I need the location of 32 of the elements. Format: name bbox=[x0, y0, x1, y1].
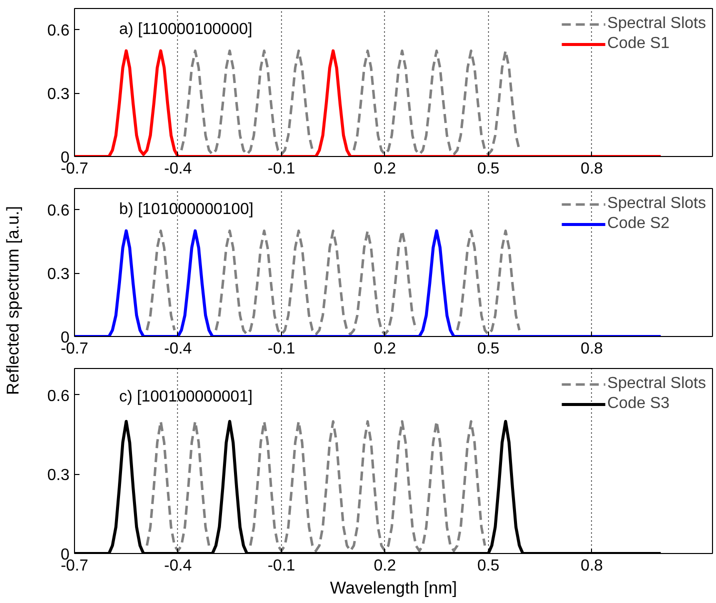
annotation: c) [100100000001] bbox=[119, 388, 253, 406]
x-tick-label: -0.4 bbox=[164, 558, 192, 574]
y-tick-label: 0.3 bbox=[47, 86, 70, 104]
x-tick-label: 0.5 bbox=[477, 558, 500, 574]
legend-label: Spectral Slots bbox=[607, 195, 706, 213]
x-tick-label: 0.2 bbox=[374, 340, 396, 358]
x-tick-label: -0.4 bbox=[164, 340, 192, 358]
y-tick-label: 0.3 bbox=[47, 467, 70, 484]
x-tick-label: 0.8 bbox=[580, 558, 604, 574]
annotation: a) [110000100000] bbox=[119, 21, 252, 38]
x-axis-title: Wavelength [nm] bbox=[330, 578, 457, 598]
x-tick-label: 0.2 bbox=[374, 160, 396, 178]
x-tick-label: 0.8 bbox=[580, 340, 604, 358]
x-tick-label: 0.5 bbox=[477, 340, 500, 358]
legend-label: Code S1 bbox=[607, 35, 670, 53]
x-tick-label: 0.8 bbox=[580, 160, 604, 178]
x-tick-label: 0.5 bbox=[477, 160, 500, 178]
y-tick-label: 0.6 bbox=[47, 388, 70, 405]
x-tick-label: -0.1 bbox=[268, 160, 296, 178]
y-tick-label: 0.6 bbox=[47, 202, 70, 220]
x-tick-label: -0.1 bbox=[268, 558, 296, 574]
annotation: b) [101000000100] bbox=[119, 201, 254, 218]
legend-label: Code S2 bbox=[607, 215, 670, 233]
y-axis-title: Reflected spectrum [a.u.] bbox=[4, 206, 22, 395]
x-tick-label: -0.1 bbox=[268, 340, 296, 358]
y-tick-label: 0.6 bbox=[47, 22, 70, 40]
x-tick-label: 0.2 bbox=[374, 558, 396, 574]
y-tick-label: 0.3 bbox=[47, 266, 70, 284]
x-tick-label: -0.4 bbox=[164, 160, 192, 178]
legend-label: Spectral Slots bbox=[607, 375, 706, 393]
legend-label: Spectral Slots bbox=[607, 15, 706, 33]
legend-label: Code S3 bbox=[607, 395, 670, 413]
